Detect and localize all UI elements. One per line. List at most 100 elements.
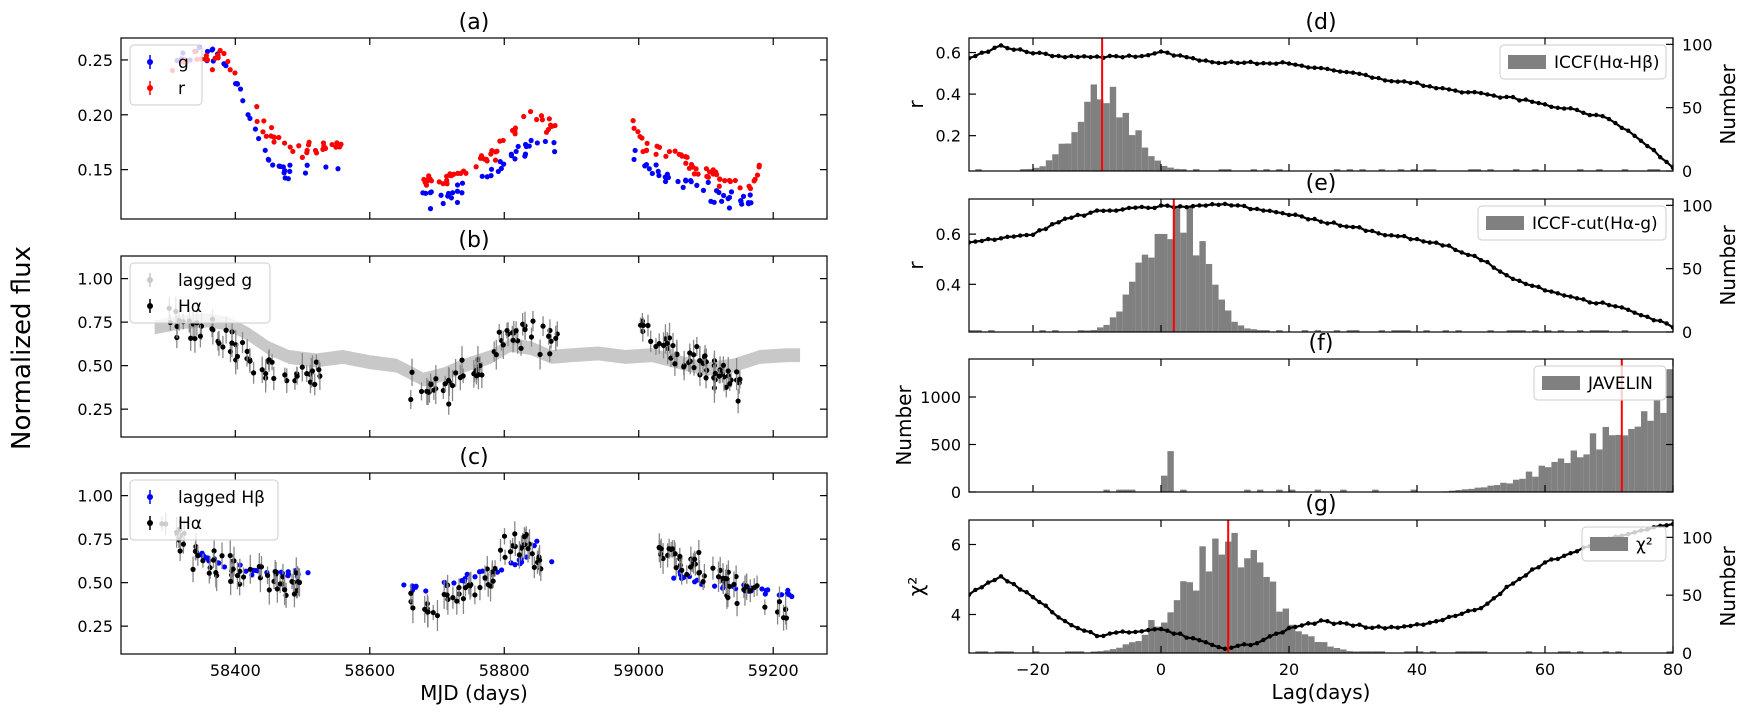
ccf-point xyxy=(1460,90,1464,94)
ccf-point xyxy=(1197,638,1201,642)
ccf-point xyxy=(1581,297,1585,301)
ccf-point xyxy=(1536,285,1540,289)
ccf-point xyxy=(1600,114,1604,118)
ccf-point xyxy=(1434,86,1438,90)
ccf-point xyxy=(1108,208,1112,212)
ccf-point xyxy=(1242,204,1246,208)
data-point-Hα xyxy=(463,585,468,590)
legend-swatch xyxy=(1590,537,1628,551)
data-point-r xyxy=(528,109,533,114)
data-point-g xyxy=(656,173,661,178)
hist-bar xyxy=(1161,234,1167,332)
data-point-Hα xyxy=(502,555,507,560)
ccf-point xyxy=(1466,253,1470,257)
data-point-r xyxy=(437,179,442,184)
ccf-point xyxy=(1101,209,1105,213)
data-point-g xyxy=(529,138,534,143)
legend-label: lagged Hβ xyxy=(178,488,265,508)
hist-bar xyxy=(1654,400,1660,492)
data-point-Hα xyxy=(532,565,537,570)
ccf-point xyxy=(1364,229,1368,233)
ccf-point xyxy=(1152,627,1156,631)
ccf-point xyxy=(1165,203,1169,207)
data-point-g xyxy=(210,47,215,52)
data-point-g xyxy=(748,192,753,197)
ccf-point xyxy=(1172,53,1176,57)
data-point-g xyxy=(714,188,719,193)
ccf-point xyxy=(1012,47,1016,51)
data-point-r xyxy=(225,59,230,64)
legend-swatch xyxy=(1542,376,1580,390)
ccf-point xyxy=(1082,213,1086,217)
ccf-point xyxy=(1165,50,1169,54)
data-point-Hα xyxy=(409,370,414,375)
hist-bar xyxy=(1475,488,1481,492)
data-point-g xyxy=(552,149,557,154)
data-point-g xyxy=(721,193,726,198)
ccf-point xyxy=(1191,204,1195,208)
ccf-point xyxy=(1536,565,1540,569)
ccf-point xyxy=(1338,223,1342,227)
ccf-point xyxy=(1351,71,1355,75)
data-point-Hα xyxy=(454,598,459,603)
ccf-point xyxy=(1511,95,1515,99)
data-point-Hα xyxy=(508,549,513,554)
data-point-Hα xyxy=(247,359,252,364)
ccf-point xyxy=(1127,54,1131,58)
data-point-r xyxy=(228,67,233,72)
data-point-r xyxy=(552,123,557,128)
hist-bar xyxy=(1199,241,1205,332)
hist-bar xyxy=(1577,457,1583,492)
data-point-Hα xyxy=(692,557,697,562)
ccf-point xyxy=(992,578,996,582)
legend-label: Hα xyxy=(178,297,202,317)
data-point-Hα xyxy=(691,365,696,370)
ccf-point xyxy=(1178,631,1182,635)
ccf-point xyxy=(1479,606,1483,610)
data-point-Hα xyxy=(688,564,693,569)
ccf-point xyxy=(1498,269,1502,273)
data-point-Hα xyxy=(251,370,256,375)
legend-label: ICCF-cut(Hα-g) xyxy=(1532,214,1658,234)
data-point-Hα xyxy=(716,574,721,579)
ccf-point xyxy=(1255,207,1259,211)
ccf-point xyxy=(986,237,990,241)
data-point-r xyxy=(707,169,712,174)
data-point-Hα xyxy=(725,595,730,600)
hist-bar xyxy=(1103,103,1109,171)
ccf-point xyxy=(1242,642,1246,646)
x-tick-label: 60 xyxy=(1535,660,1555,679)
legend: ICCF-cut(Hα-g) xyxy=(1478,206,1666,240)
data-point-g xyxy=(633,148,638,153)
ccf-point xyxy=(1344,621,1348,625)
data-point-g xyxy=(428,206,433,211)
y-tick-label: 0.25 xyxy=(77,617,113,636)
data-point-g xyxy=(485,174,490,179)
hist-bar xyxy=(1551,462,1557,492)
data-point-Hα xyxy=(200,558,205,563)
data-point-g xyxy=(449,195,454,200)
data-point-Hα xyxy=(297,580,302,585)
ccf-point xyxy=(1197,203,1201,207)
ccf-point xyxy=(1364,625,1368,629)
data-point-Hα xyxy=(317,374,322,379)
data-point-r xyxy=(534,117,539,122)
ccf-point xyxy=(1223,647,1227,651)
ccf-point xyxy=(1645,144,1649,148)
ccf-point xyxy=(1031,595,1035,599)
ccf-point xyxy=(1242,61,1246,65)
data-point-Hα xyxy=(211,558,216,563)
ccf-point xyxy=(1344,70,1348,74)
data-point-Hα xyxy=(734,369,739,374)
data-point-g xyxy=(438,193,443,198)
y-tick-label: 500 xyxy=(930,436,961,455)
data-point-Hα xyxy=(190,567,195,572)
hist-bar xyxy=(1206,264,1212,332)
data-point-Hα xyxy=(731,582,736,587)
data-point-Hα xyxy=(213,570,218,575)
ccf-point xyxy=(1044,52,1048,56)
hist-bar xyxy=(1302,634,1308,653)
hist-bar xyxy=(1564,463,1570,492)
hist-bar xyxy=(1129,642,1135,653)
